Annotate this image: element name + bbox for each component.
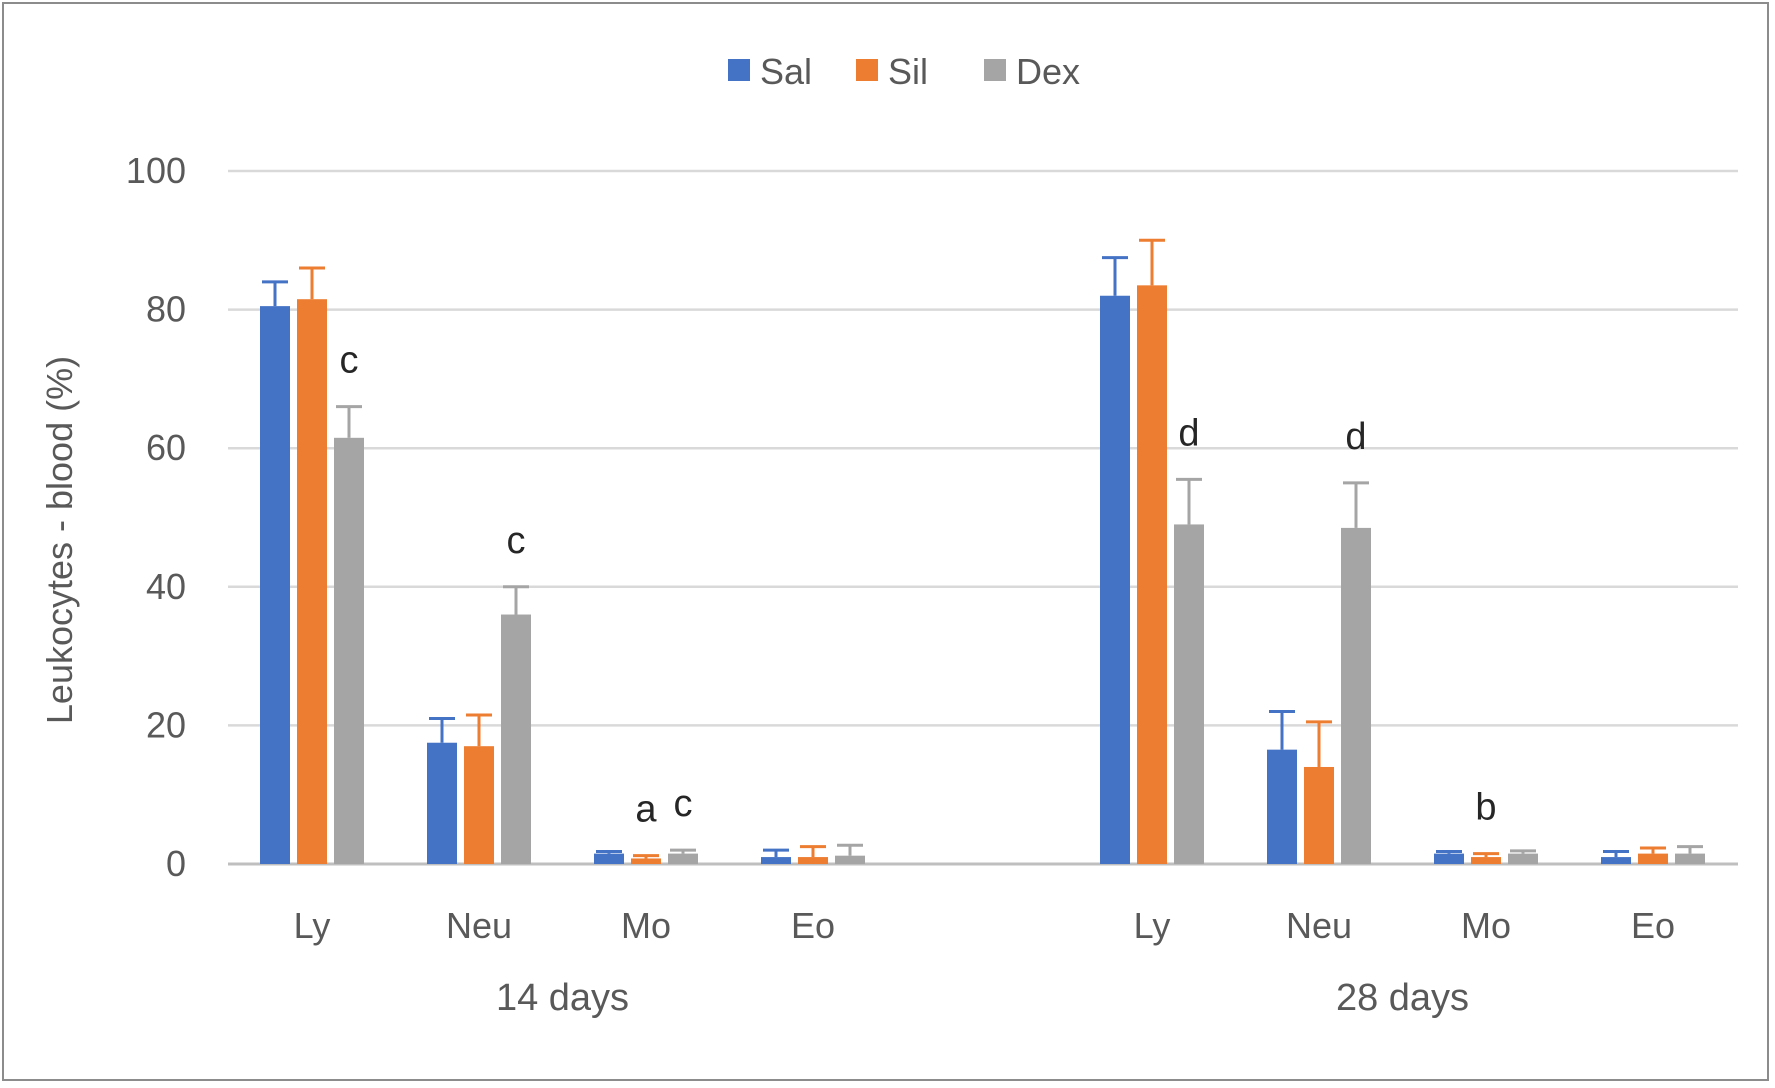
bar-sal (260, 306, 290, 864)
significance-letter: d (1345, 416, 1366, 458)
bar-sal (1434, 853, 1464, 864)
bar-sal (594, 853, 624, 864)
significance-letter: c (507, 520, 526, 562)
y-tick-label: 20 (146, 704, 186, 745)
category-label: Mo (621, 905, 671, 946)
bar-sil (1638, 853, 1668, 864)
y-axis-ticks: 0 20 40 60 80 100 (126, 150, 186, 884)
category-label: Eo (791, 905, 835, 946)
legend-label-sil: Sil (888, 51, 928, 92)
legend-swatch-sil (856, 59, 878, 81)
bar-dex (334, 437, 364, 864)
bar-sil (1304, 766, 1334, 864)
category-label: Neu (1286, 905, 1352, 946)
bar-sil (1137, 285, 1167, 865)
legend-swatch-dex (984, 59, 1006, 81)
bar-sal (1601, 857, 1631, 864)
bar-sil (1471, 857, 1501, 864)
bar-sal (761, 857, 791, 864)
category-label: Ly (1134, 905, 1171, 946)
bar-dex (1675, 853, 1705, 864)
legend: Sal Sil Dex (728, 51, 1080, 92)
bars (260, 285, 1705, 865)
bar-dex (501, 614, 531, 864)
category-label: Eo (1631, 905, 1675, 946)
bar-sal (1100, 295, 1130, 864)
bar-dex (668, 853, 698, 864)
group-label: 14 days (496, 977, 629, 1019)
y-tick-label: 80 (146, 289, 186, 330)
bar-dex (1508, 853, 1538, 864)
category-label: Ly (294, 905, 331, 946)
bar-sal (427, 742, 457, 864)
y-tick-label: 40 (146, 566, 186, 607)
bar-sil (631, 858, 661, 864)
bar-dex (835, 855, 865, 864)
significance-letter: d (1178, 412, 1199, 454)
y-axis-label: Leukocytes - blood (%) (39, 356, 80, 724)
legend-label-dex: Dex (1016, 51, 1080, 92)
y-tick-label: 0 (166, 843, 186, 884)
category-labels: Ly Neu Mo Eo Ly Neu Mo Eo (294, 905, 1675, 946)
category-label: Mo (1461, 905, 1511, 946)
bar-sil (297, 299, 327, 865)
significance-annotations: cca cd db (340, 340, 1497, 831)
bar-dex (1341, 527, 1371, 864)
significance-letter: b (1475, 787, 1496, 829)
error-bars (262, 238, 1703, 859)
y-tick-label: 60 (146, 427, 186, 468)
bar-sal (1267, 749, 1297, 864)
significance-letter: c (674, 783, 693, 825)
bar-sil (464, 746, 494, 864)
legend-swatch-sal (728, 59, 750, 81)
category-label: Neu (446, 905, 512, 946)
group-labels: 14 days 28 days (496, 977, 1469, 1019)
y-tick-label: 100 (126, 150, 186, 191)
significance-letter: c (340, 340, 359, 382)
bar-dex (1174, 524, 1204, 864)
group-label: 28 days (1336, 977, 1469, 1019)
legend-label-sal: Sal (760, 51, 812, 92)
bar-sil (798, 857, 828, 864)
significance-letter: a (635, 789, 657, 831)
